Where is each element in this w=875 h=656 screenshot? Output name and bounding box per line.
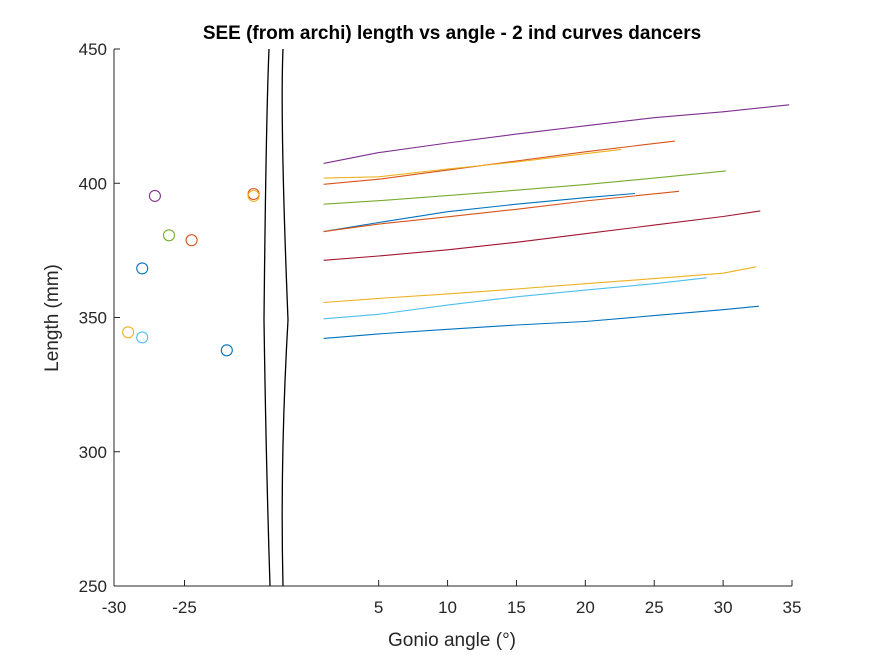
series-line-2 — [323, 192, 635, 233]
x-tick-label-35: 35 — [783, 598, 802, 617]
x-tick-label--25: -25 — [172, 598, 197, 617]
x-tick-label-25: 25 — [645, 598, 664, 617]
scatter-point-9 — [136, 331, 149, 344]
axis-break-line-right — [281, 48, 289, 587]
x-tick-label-20: 20 — [576, 598, 595, 617]
x-tick-label-5: 5 — [374, 598, 383, 617]
x-tick-label-15: 15 — [507, 598, 526, 617]
y-axis-label: Length (mm) — [42, 264, 63, 372]
y-tick-label-300: 300 — [79, 443, 107, 462]
scatter-layer — [122, 187, 260, 357]
series-line-5 — [323, 148, 622, 179]
scatter-point-1 — [136, 262, 149, 275]
y-tick-label-400: 400 — [79, 174, 107, 193]
tick-layer: 250 300 350 400 450 -30 -25 5 10 15 20 25 30 35 — [79, 40, 802, 617]
series-line-10 — [323, 210, 761, 261]
scatter-point-2 — [220, 344, 233, 357]
scatter-point-7 — [148, 189, 161, 202]
scatter-point-6 — [247, 189, 260, 202]
scatter-point-3 — [185, 234, 198, 247]
x-axis-label: Gonio angle (°) — [388, 630, 516, 651]
series-line-9 — [323, 277, 707, 320]
y-tick-label-350: 350 — [79, 309, 107, 328]
y-tick-label-250: 250 — [79, 577, 107, 596]
y-tick-label-450: 450 — [79, 40, 107, 59]
chart-title: SEE (from archi) length vs angle - 2 ind… — [203, 23, 701, 44]
scatter-point-5 — [122, 326, 135, 339]
axis-break-line-left — [263, 48, 271, 587]
x-tick-label--30: -30 — [102, 598, 127, 617]
scatter-point-8 — [162, 229, 176, 242]
x-tick-label-30: 30 — [714, 598, 733, 617]
series-line-1 — [323, 305, 759, 339]
x-tick-label-10: 10 — [438, 598, 457, 617]
series-line-3 — [323, 190, 680, 233]
plot-area — [114, 49, 792, 586]
series-line-6 — [323, 266, 757, 304]
series-line-7 — [323, 104, 790, 164]
series-layer — [323, 104, 790, 339]
series-line-8 — [323, 170, 726, 205]
